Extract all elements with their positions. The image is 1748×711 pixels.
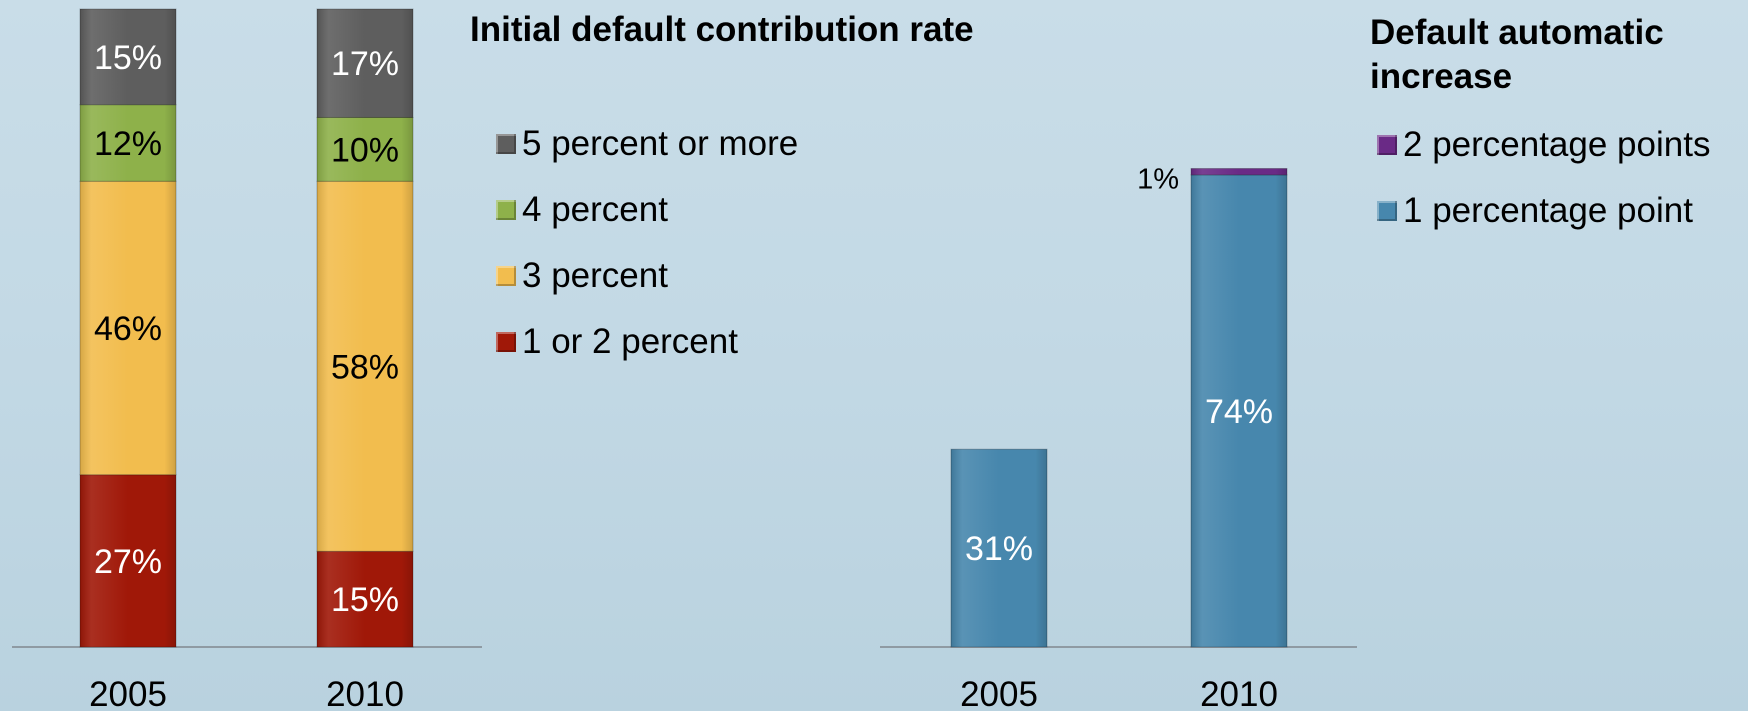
data-label-3-percent-2005: 46% — [94, 310, 162, 348]
data-label-4-percent-2005: 12% — [94, 125, 162, 163]
contribution-rate-chart: 27% 46% 12% 15% 2005 15% 58% 10% 17% 2010 — [12, 8, 482, 711]
legend-item-5-percent-or-more: 5 percent or more — [496, 111, 798, 177]
x-tick-label-2010: 2010 — [1200, 675, 1278, 711]
bar-shading — [317, 9, 413, 118]
legend-label-3-percent: 3 percent — [522, 256, 668, 295]
bar-shading — [80, 181, 176, 475]
legend-swatch-4-percent — [496, 200, 516, 220]
data-label-1-percentage-point-2005: 31% — [965, 530, 1033, 568]
bar-shading — [80, 474, 176, 647]
data-label-1-percentage-point-2010: 74% — [1205, 393, 1273, 431]
data-label-5-percent-or-more-2005: 15% — [94, 39, 162, 77]
legend-item-3-percent: 3 percent — [496, 243, 798, 309]
automatic-increase-chart: 31% 2005 74% 1% 2010 — [880, 164, 1357, 711]
legend-label-1-percentage-point: 1 percentage point — [1403, 191, 1693, 230]
bar-shading — [1191, 174, 1287, 647]
legend-label-5-percent-or-more: 5 percent or more — [522, 124, 799, 163]
legend-label-1-or-2-percent: 1 or 2 percent — [522, 322, 738, 361]
data-label-1-or-2-percent-2005: 27% — [94, 543, 162, 581]
data-label-2-percentage-points-2010: 1% — [1137, 164, 1179, 196]
bar-shading — [80, 104, 176, 182]
legend-item-4-percent: 4 percent — [496, 177, 798, 243]
bar-shading — [317, 551, 413, 647]
x-tick-label-2005: 2005 — [89, 675, 167, 711]
legend-automatic-increase: 2 percentage points 1 percentage point — [1377, 112, 1710, 244]
legend-title-automatic-increase: Default automatic increase — [1370, 13, 1664, 96]
legend-item-2-percentage-points: 2 percentage points — [1377, 112, 1710, 178]
legend-item-1-percentage-point: 1 percentage point — [1377, 178, 1710, 244]
legend-swatch-3-percent — [496, 266, 516, 286]
legend-label-2-percentage-points: 2 percentage points — [1403, 125, 1711, 164]
legend-swatch-1-percentage-point — [1377, 201, 1397, 221]
x-tick-label-2010: 2010 — [326, 675, 404, 711]
bar-shading — [1191, 168, 1287, 175]
legend-item-1-or-2-percent: 1 or 2 percent — [496, 309, 798, 375]
legend-swatch-2-percentage-points — [1377, 135, 1397, 155]
bar-shading — [317, 181, 413, 552]
legend-title-contribution-rate: Initial default contribution rate — [470, 10, 974, 49]
legend-label-4-percent: 4 percent — [522, 190, 668, 229]
data-label-5-percent-or-more-2010: 17% — [331, 45, 399, 83]
bar-shading — [317, 117, 413, 182]
data-label-4-percent-2010: 10% — [331, 131, 399, 169]
legend-swatch-1-or-2-percent — [496, 332, 516, 352]
bar-shading — [951, 449, 1047, 647]
data-label-3-percent-2010: 58% — [331, 348, 399, 386]
legend-contribution-rate: 5 percent or more 4 percent 3 percent 1 or … — [496, 111, 798, 375]
x-tick-label-2005: 2005 — [960, 675, 1038, 711]
bar-shading — [80, 9, 176, 105]
legend-swatch-5-percent-or-more — [496, 134, 516, 154]
data-label-1-or-2-percent-2010: 15% — [331, 581, 399, 619]
